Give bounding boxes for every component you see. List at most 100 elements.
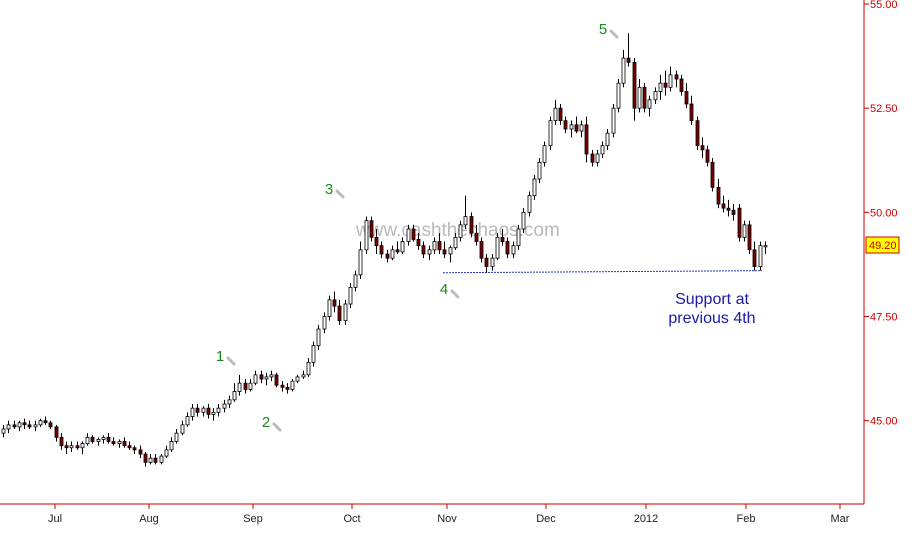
candle-body [190,407,195,417]
candle-body [301,374,306,378]
candle-body [248,382,253,390]
candle [616,79,621,113]
candle-body [164,449,169,457]
candle-body [484,257,489,267]
candle-body [516,228,521,247]
x-tick-label: Sep [243,513,263,525]
candle-body [742,224,747,238]
candle-body [64,445,69,449]
candle-body [521,211,526,230]
candle [190,404,195,421]
candle-body [653,91,658,101]
candle-body [379,245,384,255]
candle-body [710,161,715,188]
candle [721,195,726,213]
candle [716,179,721,209]
candle [731,204,736,221]
candle-body [222,403,227,409]
candle [684,83,689,109]
candle-body [180,424,185,434]
candle-body [227,399,232,405]
x-tick-label: Nov [437,513,457,525]
candle-body [469,216,474,234]
wave-label-3: 3 [325,181,345,199]
candle-body [569,124,574,130]
candle [195,404,200,417]
candle-body [237,382,242,392]
candle-body [43,420,48,424]
x-tick-label: 2012 [634,513,658,525]
candle [106,433,111,444]
candle [590,149,595,167]
x-tick-label: Dec [536,513,556,525]
candle [532,174,537,200]
candle-body [75,445,80,449]
candle [674,70,679,88]
candle [763,241,768,254]
candle [448,245,453,263]
candle-body [658,82,663,92]
candle-body [264,376,269,380]
candle [259,370,264,384]
candle [306,358,311,377]
candle-body [432,241,437,251]
candle [432,237,437,254]
watermark-text: www.cashthechaos.com [355,220,560,241]
candle-body [532,178,537,197]
candle-body [689,103,694,122]
candle-body [584,124,589,155]
candle [343,299,348,325]
candle-body [668,74,673,88]
candle-body [605,132,610,147]
candle-body [406,228,411,242]
candle-body [59,436,64,447]
x-tick-label: Jul [48,513,62,525]
candle [521,208,526,234]
candle [237,374,242,396]
candle [495,233,500,261]
x-tick-label: Feb [737,513,756,525]
candle-body [600,145,605,155]
candle-body [553,107,558,122]
x-tick-label: Mar [831,513,850,525]
candle [668,66,673,92]
candle [490,254,495,271]
candle-body [111,441,116,444]
candle [216,404,221,417]
candle [474,224,479,246]
candle [211,408,216,421]
candle-body [427,249,432,255]
candle [710,158,715,192]
candle-body [143,453,148,463]
candle-body [148,457,153,463]
candle-body [101,436,106,440]
candle-body [327,299,332,317]
candle [390,245,395,261]
candle [663,70,668,96]
candle [316,324,321,350]
candle [332,291,337,313]
candle-body [590,153,595,163]
candle [658,74,663,100]
candle-body [411,228,416,240]
candle [469,212,474,238]
candle-body [647,99,652,109]
candle-body [495,236,500,259]
candle [169,437,174,452]
candle [54,424,59,442]
candle-body [595,153,600,163]
candle [637,79,642,113]
candle [653,87,658,104]
candle [584,116,589,163]
candle-body [206,407,211,415]
candle [85,433,90,446]
last-price-box [865,236,900,254]
candle-body [201,407,206,413]
candle-body [1,428,6,434]
candle-body [343,303,348,322]
candle-body [243,382,248,390]
candle [511,241,516,259]
last-price-marker: 49.20 [865,236,900,254]
support-line [442,270,763,274]
candle [227,395,232,409]
